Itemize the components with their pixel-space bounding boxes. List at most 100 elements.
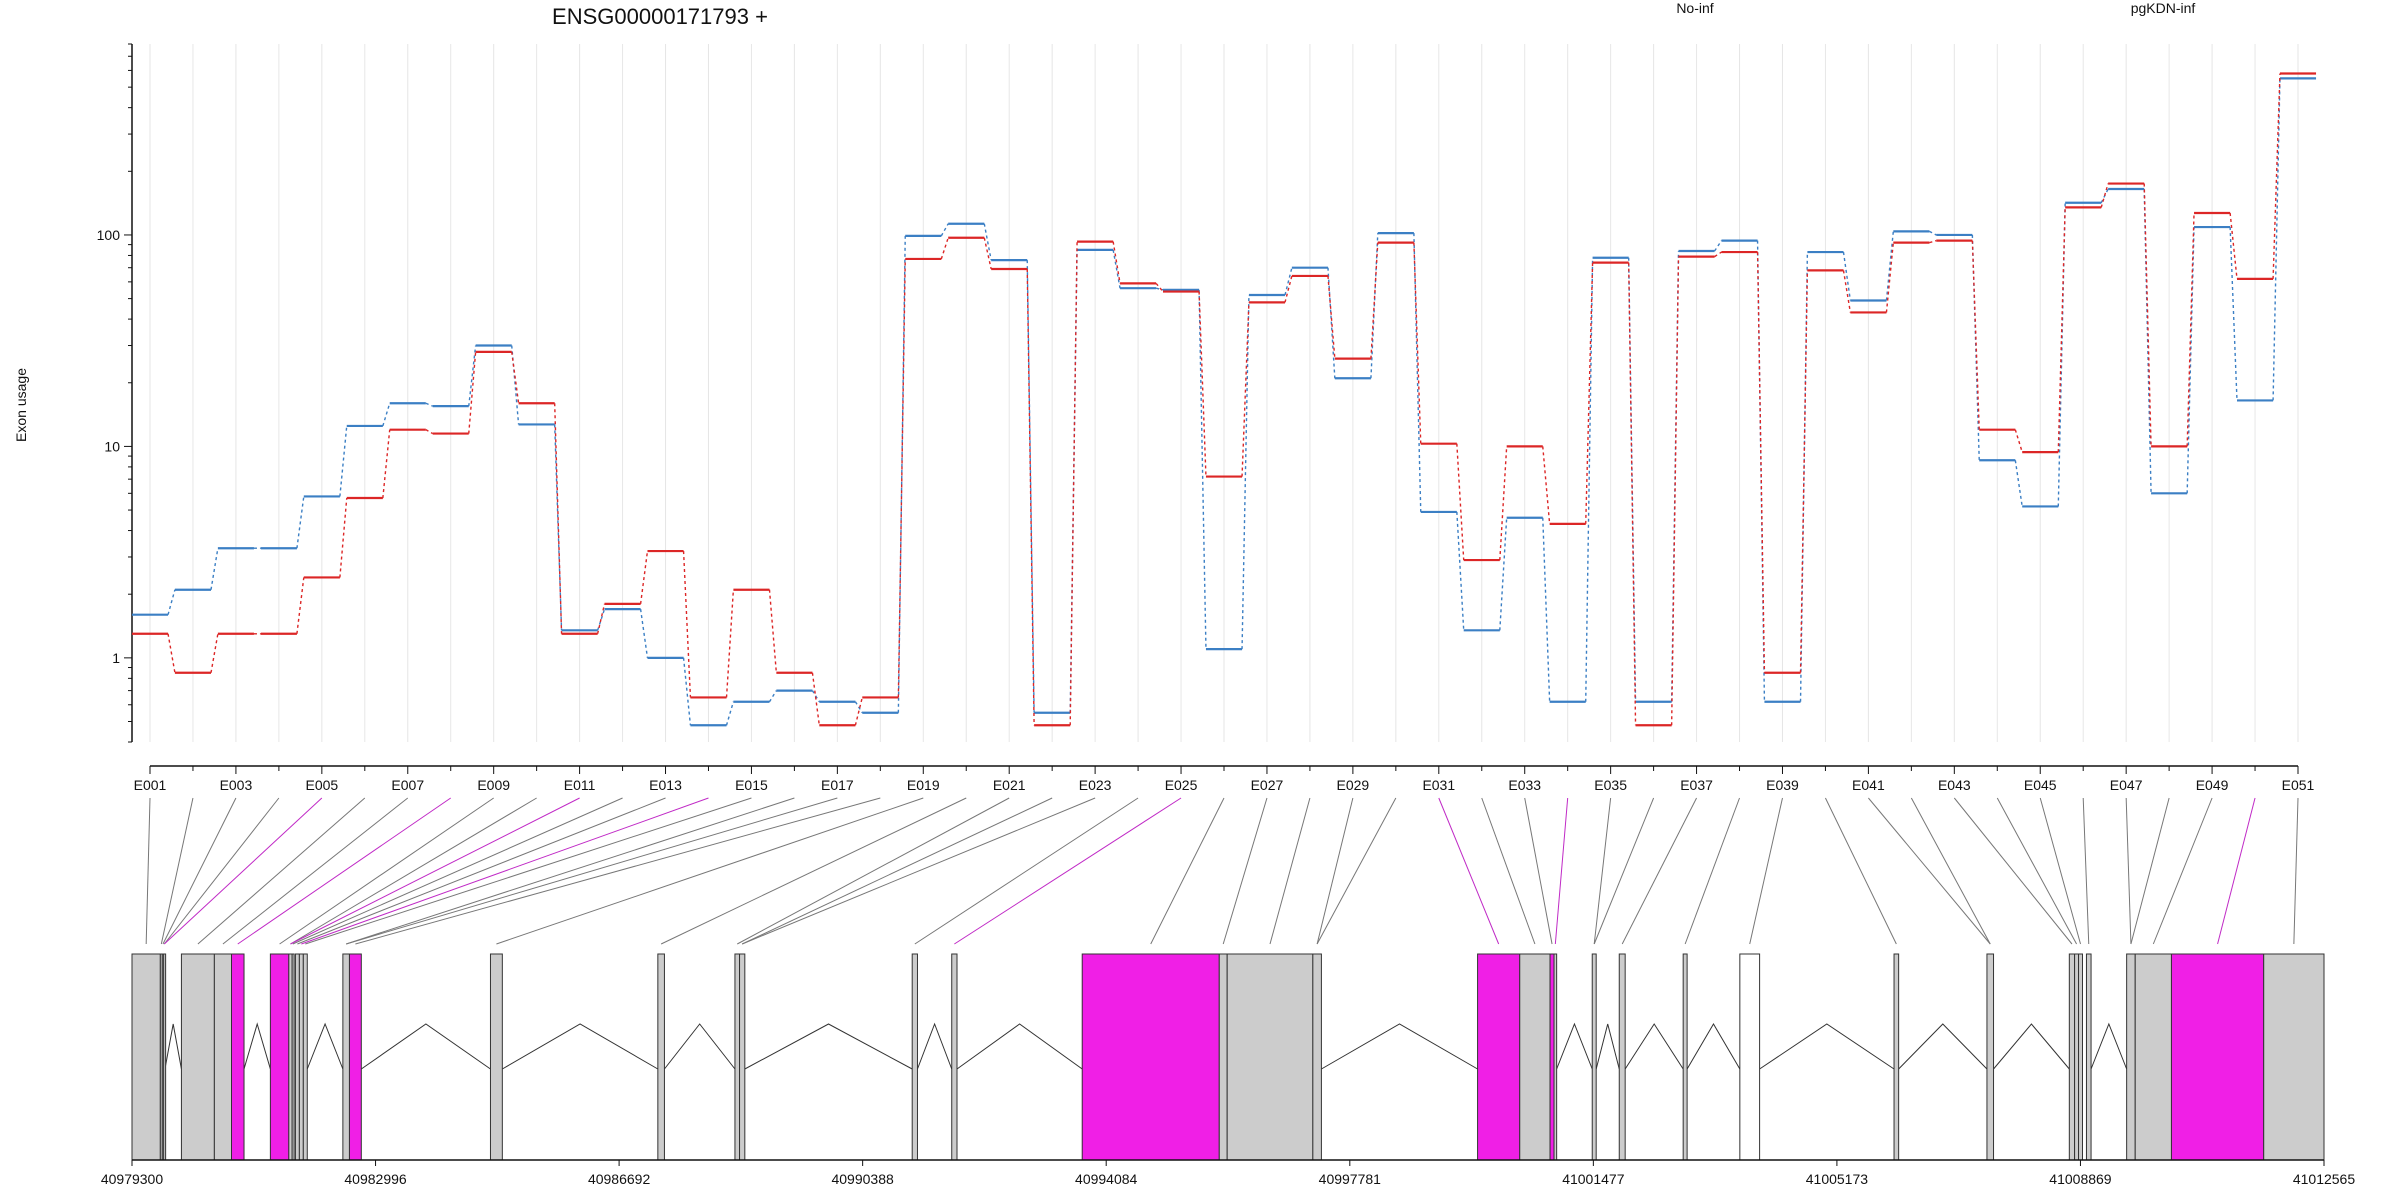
- exon-block: [1618, 953, 1626, 1161]
- series-connector: [1842, 251, 1852, 301]
- exon-connector: [737, 797, 1010, 945]
- intron-line: [1595, 1023, 1620, 1070]
- series-connector: [725, 589, 735, 698]
- series-connector: [1155, 282, 1164, 292]
- exon-block: [1218, 953, 1228, 1161]
- exon-label: E021: [993, 777, 1026, 793]
- exon-connector: [1684, 797, 1740, 945]
- exon-block: [2085, 953, 2092, 1161]
- exon-connector: [2217, 797, 2256, 945]
- series-connector: [2229, 212, 2238, 279]
- series-connector: [1112, 241, 1121, 284]
- series-connector: [511, 345, 520, 425]
- genomic-tick-label: 40997781: [1319, 1171, 1382, 1187]
- exon-connector: [1554, 797, 1569, 945]
- exon-block: [294, 953, 300, 1161]
- exon-connector: [292, 797, 623, 945]
- series-connector: [382, 429, 391, 499]
- series-connector: [1456, 443, 1465, 561]
- series-connector: [1714, 251, 1722, 258]
- exon-connector: [1524, 797, 1553, 945]
- exon-block: [180, 953, 215, 1161]
- exon-block: [2074, 953, 2080, 1161]
- series-connector: [1542, 517, 1551, 702]
- intron-line: [502, 1023, 659, 1070]
- series-connector: [1971, 234, 1980, 461]
- chart-title: ENSG00000171793 +: [552, 4, 768, 29]
- series-connector: [682, 657, 692, 726]
- exon-block: [131, 953, 161, 1161]
- exon-block: [342, 953, 350, 1161]
- exon-block: [1477, 953, 1521, 1161]
- intron-line: [917, 1022, 953, 1070]
- exon-label: E007: [391, 777, 424, 793]
- exon-connector: [1953, 797, 2073, 945]
- exon-connector: [290, 797, 537, 945]
- intron-line: [664, 1023, 736, 1070]
- legend-pgkdn-inf: pgKDN-inf: [2131, 0, 2196, 16]
- exon-block: [739, 953, 746, 1161]
- series-connector: [639, 609, 649, 658]
- series-connector: [1499, 446, 1508, 561]
- exon-connector: [2082, 797, 2090, 945]
- series-connector: [1929, 230, 1937, 236]
- intron-line: [1759, 1023, 1895, 1070]
- exon-block: [302, 953, 308, 1161]
- y-tick-label: 1: [112, 650, 120, 666]
- exon-connector: [1481, 797, 1536, 945]
- genomic-tick-label: 40994084: [1075, 1171, 1138, 1187]
- series-connector: [1241, 302, 1250, 477]
- series-connector: [553, 424, 563, 631]
- series-connector: [811, 690, 820, 703]
- series-connector: [1670, 256, 1680, 726]
- series-connector: [1885, 242, 1895, 313]
- series-connector: [596, 608, 606, 631]
- series-connector: [1885, 231, 1895, 301]
- exon-block: [2078, 953, 2083, 1161]
- exon-block: [1986, 953, 1995, 1161]
- exon-block: [1312, 953, 1322, 1161]
- y-axis-label: Exon usage: [13, 368, 29, 442]
- genomic-tick-label: 40982996: [344, 1171, 407, 1187]
- exon-connector: [1316, 797, 1354, 945]
- exon-connector: [954, 797, 1182, 945]
- series-connector: [339, 425, 348, 497]
- exon-connector: [237, 797, 452, 945]
- series-connector: [2229, 227, 2238, 401]
- exon-label: E039: [1766, 777, 1799, 793]
- exon-label: E041: [1852, 777, 1885, 793]
- exon-connector: [1868, 797, 1991, 945]
- genomic-tick-label: 41001477: [1562, 1171, 1625, 1187]
- series-connector: [339, 497, 348, 578]
- series-connector: [1542, 446, 1551, 524]
- series-connector: [1069, 249, 1078, 713]
- series-connector: [2100, 183, 2109, 208]
- series-connector: [1585, 257, 1594, 702]
- exon-block: [2170, 953, 2265, 1161]
- series-connector: [1327, 275, 1336, 359]
- intron-line: [1624, 1023, 1684, 1070]
- exon-block: [1081, 953, 1220, 1161]
- series-connector: [2186, 227, 2195, 494]
- exon-connector: [162, 797, 237, 945]
- series-connector: [1026, 269, 1035, 726]
- series-connector: [468, 345, 477, 407]
- exon-block: [2068, 953, 2076, 1161]
- series-connector: [768, 690, 777, 703]
- series-connector: [682, 551, 692, 698]
- exon-connector: [1593, 797, 1612, 945]
- series-connector: [768, 589, 778, 673]
- exon-connector: [1593, 797, 1655, 945]
- exon-block: [291, 953, 295, 1161]
- genomic-tick-label: 40986692: [588, 1171, 651, 1187]
- legend-no-inf: No-inf: [1676, 0, 1713, 16]
- exon-label: E045: [2024, 777, 2057, 793]
- genomic-tick-label: 41008869: [2049, 1171, 2112, 1187]
- exon-connector: [2125, 797, 2132, 945]
- exon-connector: [163, 797, 323, 945]
- exon-block: [269, 953, 290, 1161]
- intron-line: [2090, 1022, 2128, 1070]
- series-connector: [511, 351, 520, 404]
- series-connector: [940, 237, 949, 260]
- series-connector: [468, 351, 477, 434]
